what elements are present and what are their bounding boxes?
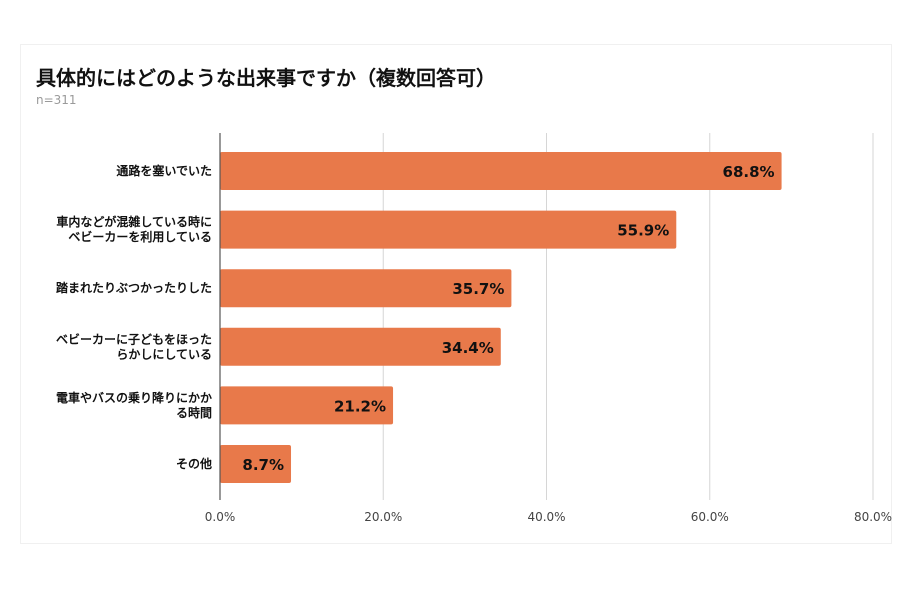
category-label: 踏まれたりぶつかったりした <box>56 280 212 295</box>
bar <box>220 327 501 366</box>
data-label: 8.7% <box>242 456 284 474</box>
x-tick-label: 80.0% <box>854 510 892 524</box>
x-tick-label: 0.0% <box>205 510 236 524</box>
chart-subtitle: n=311 <box>36 93 77 107</box>
category-label: ベビーカーに子どもをほった <box>56 331 212 346</box>
category-label: 車内などが混雑している時に <box>56 214 212 229</box>
chart-title: 具体的にはどのような出来事ですか（複数回答可） <box>36 66 496 90</box>
x-tick-label: 60.0% <box>691 510 729 524</box>
data-label: 55.9% <box>617 222 669 240</box>
x-tick-label: 40.0% <box>527 510 565 524</box>
bar <box>220 386 394 425</box>
category-label: その他 <box>176 456 212 471</box>
x-tick-label: 20.0% <box>364 510 402 524</box>
category-label: る時間 <box>176 405 212 420</box>
category-label: 電車やバスの乗り降りにかか <box>56 390 212 405</box>
chart-card <box>20 44 892 544</box>
data-label: 35.7% <box>452 280 504 298</box>
bar <box>220 152 782 190</box>
data-label: 21.2% <box>334 397 386 415</box>
data-label: 68.8% <box>723 163 775 181</box>
category-label: らかしにしている <box>116 347 212 361</box>
bar <box>220 269 512 308</box>
category-label: 通路を塞いでいた <box>116 163 212 178</box>
bar <box>220 210 677 249</box>
bar <box>220 445 292 483</box>
category-label: ベビーカーを利用している <box>68 229 212 244</box>
data-label: 34.4% <box>442 339 494 357</box>
